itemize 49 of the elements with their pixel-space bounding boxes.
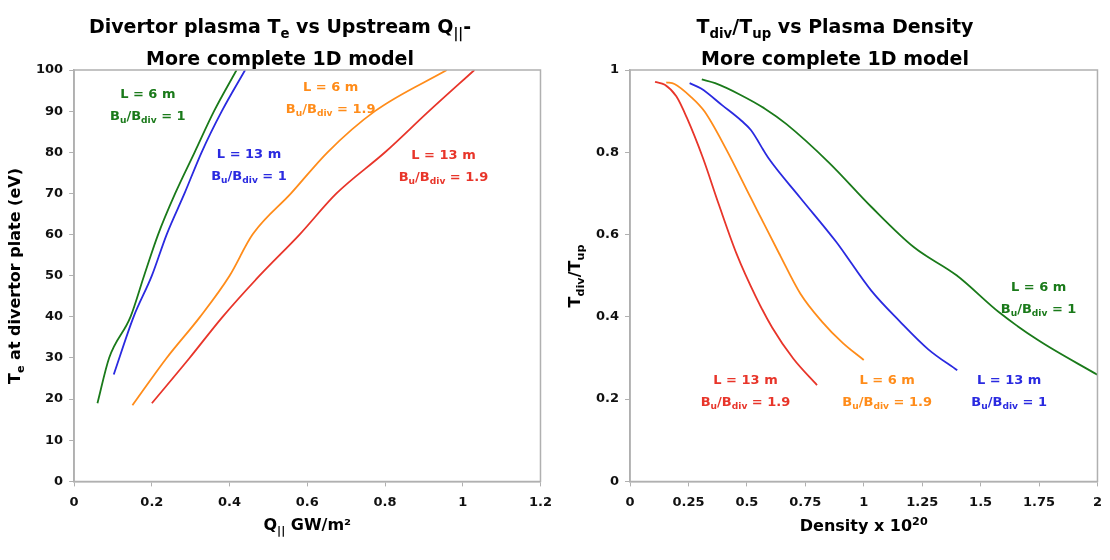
- x-tick-label: 1.75: [1023, 493, 1056, 509]
- x-axis-title: Q$_{||}$ GW/m²: [262, 515, 353, 538]
- chart-title: T$_{div}$/T$_{up}$ vs Plasma Density More complete 1D model: [696, 15, 974, 69]
- y-tick-label: 80: [45, 143, 64, 159]
- y-tick-label: 0.6: [596, 225, 620, 241]
- x-tick-label: 1.2: [528, 493, 552, 509]
- y-tick-label: 1: [609, 61, 620, 77]
- chart-title: Divertor plasma T$_{e}$ vs Upstream Q$_{||}$- More complete 1D model: [88, 15, 472, 69]
- x-axis-title: Density x 10$^{20}$: [798, 515, 929, 536]
- x-tick-label: 0.4: [218, 493, 242, 509]
- series-label: L = 6 m B$_{u}$/B$_{div}$ = 1: [109, 84, 186, 128]
- x-tick-label: 0: [69, 493, 79, 509]
- x-tick-label: 0.5: [735, 493, 759, 509]
- x-tick-label: 0.8: [373, 493, 397, 509]
- y-tick-label: 0.4: [596, 308, 620, 324]
- y-tick-label: 50: [45, 267, 64, 283]
- y-tick-label: 0: [54, 472, 64, 488]
- x-tick-label: 0.2: [140, 493, 164, 509]
- y-tick-label: 60: [45, 225, 64, 241]
- y-tick-label: 90: [45, 102, 64, 118]
- series-label: L = 6 m B$_{u}$/B$_{div}$ = 1.9: [842, 370, 932, 413]
- x-tick-label: 1: [859, 493, 869, 509]
- x-tick-label: 0.25: [672, 493, 705, 509]
- series-label: L = 13 m B$_{u}$/B$_{div}$ = 1: [211, 144, 287, 187]
- x-tick-label: 0: [625, 493, 635, 509]
- line-series: [700, 78, 1098, 376]
- series-label: L = 13 m B$_{u}$/B$_{div}$ = 1.9: [700, 370, 791, 413]
- line-series: [688, 82, 959, 372]
- x-tick-label: 1: [458, 493, 468, 509]
- y-tick-label: 0.8: [596, 143, 620, 159]
- y-tick-label: 30: [45, 349, 64, 365]
- y-tick-label: 100: [36, 61, 64, 77]
- series-label: L = 13 m B$_{u}$/B$_{div}$ = 1.9: [398, 145, 489, 188]
- y-tick-label: 40: [45, 308, 64, 324]
- line-series: [654, 81, 818, 387]
- x-tick-label: 1.5: [969, 493, 993, 509]
- y-tick-label: 10: [45, 431, 64, 447]
- x-tick-label: 2: [1092, 493, 1102, 509]
- line-series: [665, 81, 865, 361]
- y-tick-label: 0: [609, 472, 620, 488]
- y-tick-label: 70: [45, 184, 64, 200]
- x-tick-label: 1.25: [906, 493, 939, 509]
- series-label: L = 13 m B$_{u}$/B$_{div}$ = 1: [971, 370, 1047, 413]
- y-tick-label: 0.2: [596, 390, 620, 406]
- series-label: L = 6 m B$_{u}$/B$_{div}$ = 1: [1000, 277, 1077, 321]
- y-tick-label: 20: [45, 390, 64, 406]
- x-tick-label: 0.6: [295, 493, 319, 509]
- x-tick-label: 0.75: [789, 493, 822, 509]
- series-label: L = 6 m B$_{u}$/B$_{div}$ = 1.9: [285, 78, 376, 121]
